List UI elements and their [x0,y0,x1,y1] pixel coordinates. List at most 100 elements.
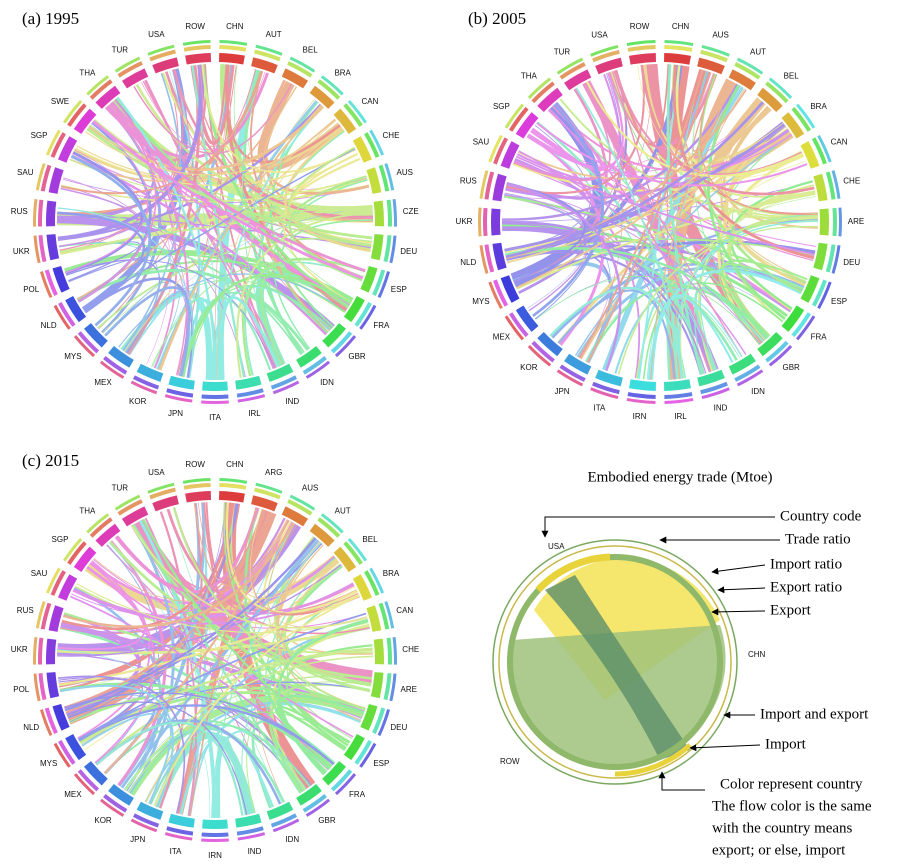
country-arc [333,546,357,572]
ratio-ring [531,81,555,104]
chord [536,122,808,187]
chord [62,522,295,628]
ratio-ring [479,170,489,199]
chord [70,155,152,327]
chord [128,675,373,793]
chord [535,276,761,345]
country-label: BEL [784,71,800,80]
country-arc [95,85,121,109]
ratio-ring [330,331,353,354]
ratio-ring [664,392,693,399]
ratio-ring [556,369,584,387]
chord [549,286,687,379]
country-label: ROW [185,22,205,31]
ratio-ring [478,207,482,237]
legend-country: USA [548,542,565,551]
ratio-ring [369,567,385,594]
country-label: IND [285,397,299,406]
country-arc [281,68,309,89]
chord [142,69,190,150]
ratio-ring [389,673,397,702]
ratio-ring [219,45,247,52]
chord-panel: (b) 2005 CHN AUS AUT BEL BRA CAN CHE ARE DEU ESP FR… [456,9,865,421]
country-label: IND [714,404,728,413]
country-arc [333,108,357,134]
country-arc [202,819,228,829]
ratio-ring [73,335,96,358]
ratio-ring [255,44,283,56]
chord [58,187,139,248]
ratio-ring [831,245,841,274]
country-arc [83,323,108,348]
country-label: UKR [456,217,473,226]
ratio-ring [768,345,793,367]
ratio-ring [149,49,176,62]
chord [516,192,816,290]
ratio-ring [372,269,386,296]
chord [65,259,275,369]
country-arc [537,87,563,113]
ratio-ring [493,137,509,165]
country-arc [46,638,57,665]
ratio-ring [347,537,367,562]
ratio-ring [627,45,656,52]
panel-title: (a) 1995 [22,9,79,28]
country-label: AUS [397,168,413,177]
ratio-ring [182,40,211,46]
ratio-ring [201,832,229,837]
chord [66,542,323,716]
chord [57,675,186,814]
annotation-arrows [541,516,780,791]
ratio-ring [33,198,38,227]
ratio-ring [166,826,194,836]
country-arc [83,761,108,786]
legend-title: Embodied energy trade (Mtoe) [587,469,772,485]
note-line: Color represent country [720,776,863,792]
country-label: MYS [64,352,81,361]
ratio-ring [302,794,327,813]
ratio-ring [35,601,46,629]
chord [120,539,320,789]
chord [503,195,807,285]
note-line: with the country means [712,820,853,836]
chord [72,582,354,625]
country-label: ESP [373,759,389,768]
chord [165,64,204,146]
country-label: TUR [112,46,129,55]
chord [706,84,786,320]
ratio-ring [114,494,141,511]
chord [81,712,172,805]
chord [57,211,145,314]
ratio-ring [736,57,764,75]
chord [506,182,622,372]
country-label: CHN [672,22,690,31]
ratio-ring [734,364,761,382]
ratio-ring [35,163,46,191]
country-label: ARE [401,685,417,694]
country-label: AUT [750,47,766,56]
country-arc [121,68,149,89]
country-label: NLD [460,258,476,267]
country-label: FRA [811,332,828,341]
ratio-ring [664,40,694,47]
country-arc [800,275,820,303]
country-arc [663,379,691,391]
ratio-ring [53,304,71,330]
chord [114,99,188,376]
ratio-ring [590,44,619,57]
ratio-ring [219,483,247,490]
country-arc [73,108,97,134]
ratio-ring [384,601,395,629]
country-arc [757,331,783,357]
country-label: RUS [11,207,28,216]
ratio-ring [38,637,44,665]
ratio-ring [114,56,141,73]
ratio-ring [117,499,143,516]
chord [63,509,264,708]
ratio-ring [626,397,656,404]
chord [104,286,191,377]
chord [513,83,611,182]
country-label: IRL [674,412,687,421]
chord [670,64,710,151]
ratio-ring [347,99,367,124]
